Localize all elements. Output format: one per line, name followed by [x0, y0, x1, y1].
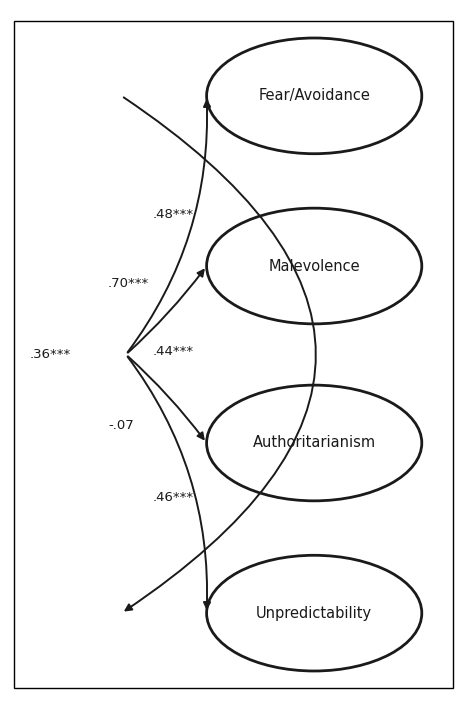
Text: .48***: .48***	[153, 208, 194, 221]
FancyArrowPatch shape	[127, 101, 210, 352]
FancyArrowPatch shape	[128, 357, 204, 439]
FancyArrowPatch shape	[124, 97, 316, 610]
Text: .36***: .36***	[29, 348, 71, 361]
Text: .70***: .70***	[108, 277, 149, 289]
FancyArrowPatch shape	[128, 270, 204, 352]
Text: Unpredictability: Unpredictability	[256, 605, 372, 620]
Text: Authoritarianism: Authoritarianism	[253, 435, 376, 450]
Text: .46***: .46***	[153, 491, 194, 504]
Text: .44***: .44***	[153, 345, 194, 357]
Text: -.07: -.07	[108, 420, 134, 432]
Text: Fear/Avoidance: Fear/Avoidance	[258, 89, 370, 104]
FancyArrowPatch shape	[127, 357, 210, 608]
Text: Malevolence: Malevolence	[269, 259, 360, 274]
